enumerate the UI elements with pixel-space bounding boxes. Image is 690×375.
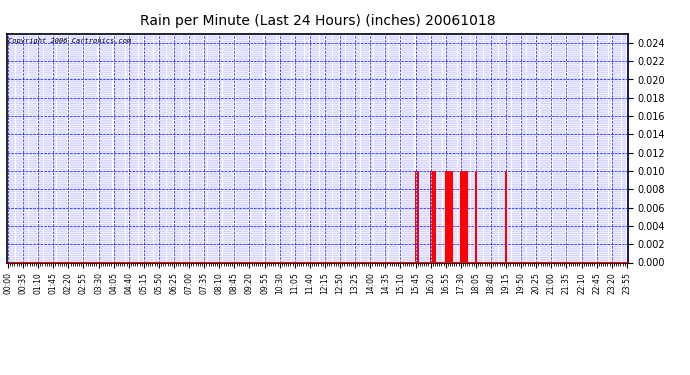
Bar bbox=[447, 171, 448, 262]
Bar bbox=[451, 171, 453, 262]
Bar bbox=[434, 171, 436, 262]
Bar bbox=[432, 171, 433, 262]
Text: Copyright 2006 Cartronics.com: Copyright 2006 Cartronics.com bbox=[8, 38, 131, 44]
Bar bbox=[449, 171, 451, 262]
Bar bbox=[460, 171, 462, 262]
Title: Rain per Minute (Last 24 Hours) (inches) 20061018: Rain per Minute (Last 24 Hours) (inches)… bbox=[139, 14, 495, 28]
Bar bbox=[430, 171, 431, 262]
Bar bbox=[415, 171, 416, 262]
Bar bbox=[464, 171, 466, 262]
Bar bbox=[417, 171, 419, 262]
Bar bbox=[475, 171, 477, 262]
Bar bbox=[462, 171, 464, 262]
Bar bbox=[466, 171, 468, 262]
Bar bbox=[445, 171, 446, 262]
Bar bbox=[505, 171, 507, 262]
